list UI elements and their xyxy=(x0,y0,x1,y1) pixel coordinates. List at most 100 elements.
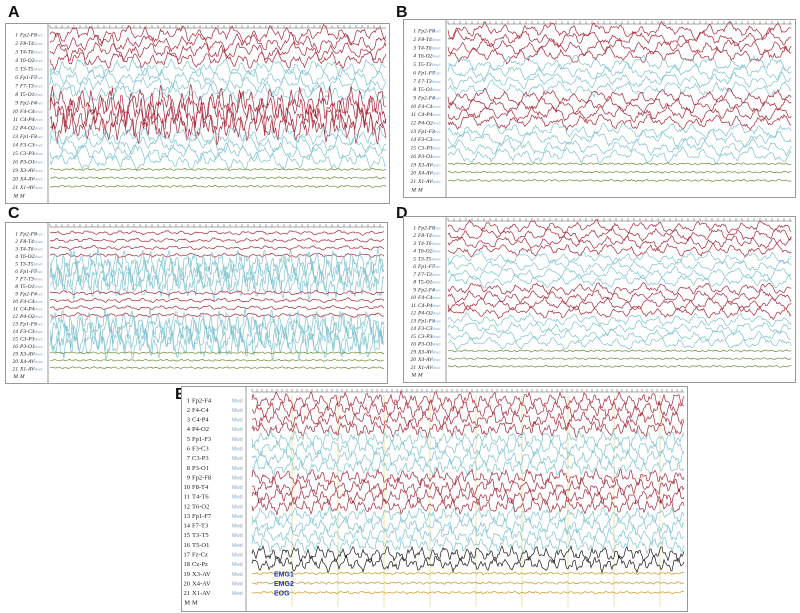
eeg-trace xyxy=(447,96,792,115)
channel-label: T4-T6 xyxy=(20,49,34,56)
channel-label: Fp2-F4 xyxy=(19,99,37,106)
channel-number: 19 xyxy=(13,351,19,357)
channel-unit-label: Mwd xyxy=(432,264,440,269)
channel-number: 20 xyxy=(184,580,191,587)
aux-channel-tag: EMG2 xyxy=(274,581,294,588)
channel-label: Fp1-F3 xyxy=(192,436,211,443)
time-ruler xyxy=(447,218,792,222)
channel-unit-label: Mwd xyxy=(34,83,42,88)
channel-label: F7-T3 xyxy=(192,523,208,530)
channel-number: 2 xyxy=(15,41,18,47)
channel-label: P3-O1 xyxy=(417,154,433,160)
channel-label: P3-O1 xyxy=(19,159,35,165)
eeg-trace xyxy=(49,24,387,45)
eeg-panel-a: 1 Fp2-F8 Mwd 2 F8-T4 Mwd 3 T4-T6 Mwd 4 T6-O2 Mwd 5 T3… xyxy=(5,23,390,204)
channel-label: F3-C3 xyxy=(417,137,433,143)
channel-number: 1 xyxy=(187,397,190,404)
channel-label: Cz-Pz xyxy=(192,561,208,568)
channel-unit-label: Mwd xyxy=(34,344,42,349)
eeg-trace xyxy=(49,57,387,79)
channel-number: 8 xyxy=(15,284,18,290)
eeg-trace xyxy=(251,457,685,478)
channel-unit-label: Mwd xyxy=(432,318,440,323)
eeg-trace xyxy=(447,364,792,368)
channel-unit-label: Mwd xyxy=(34,239,42,244)
channel-number: 1 xyxy=(15,33,18,39)
eeg-trace xyxy=(49,261,385,293)
channel-unit-label: Mwd xyxy=(34,254,42,259)
eeg-trace xyxy=(251,515,685,536)
eeg-trace xyxy=(49,366,385,370)
channel-label: F8-T4 xyxy=(417,232,432,239)
channel-unit-label: Mwd xyxy=(34,291,42,296)
eeg-trace xyxy=(447,288,792,305)
channel-unit-label: Mwd xyxy=(432,29,440,34)
eeg-trace xyxy=(49,83,387,104)
channel-number: 11 xyxy=(13,117,18,123)
time-ruler xyxy=(447,21,792,25)
eeg-trace xyxy=(49,270,385,302)
channel-label: F7-T3 xyxy=(417,272,432,278)
eeg-trace xyxy=(447,20,792,40)
channel-label: X1-AV xyxy=(192,590,211,597)
channel-label: C3-P3 xyxy=(20,336,35,342)
channel-unit-label: Mwd xyxy=(432,79,440,84)
channel-unit-label: Mwd xyxy=(432,295,440,300)
channel-number: 11 xyxy=(13,306,18,312)
eeg-trace xyxy=(49,167,387,172)
channel-unit-label: Mwd xyxy=(34,185,42,190)
channel-label: Fp1-F3 xyxy=(417,318,435,324)
channel-label: X3-AV xyxy=(19,351,35,357)
channel-number: 3 xyxy=(412,241,416,247)
channel-unit-label: Mwd xyxy=(432,104,440,109)
channel-number: 13 xyxy=(411,318,417,324)
channel-unit-label: Mwd xyxy=(34,134,42,139)
channel-unit-label: Mwd xyxy=(232,514,243,520)
channel-label: F4-C4 xyxy=(192,407,209,414)
panel-b-letter: B xyxy=(396,4,408,21)
eeg-trace xyxy=(49,111,387,146)
channel-number: 12 xyxy=(411,311,417,317)
channel-label: Fz-Cz xyxy=(192,552,208,559)
channel-number: 19 xyxy=(411,162,417,168)
channel-unit-label: Mwd xyxy=(232,456,243,462)
channel-label: T4-T6 xyxy=(418,44,432,51)
channel-label: Fp2-F4 xyxy=(192,397,212,404)
channel-label: F8-T4 xyxy=(19,238,34,245)
eeg-trace xyxy=(447,312,792,327)
channel-number: 4 xyxy=(15,253,18,260)
channel-number: 8 xyxy=(413,280,416,286)
channel-unit-label: Mwd xyxy=(432,62,440,67)
channel-label: P3-O1 xyxy=(192,465,209,472)
channel-unit-label: Mwd xyxy=(232,591,243,597)
channel-number: 2 xyxy=(15,239,18,245)
eeg-trace xyxy=(251,496,685,516)
channel-unit-label: Mwd xyxy=(432,112,440,117)
eeg-trace xyxy=(251,448,685,468)
eeg-trace xyxy=(251,486,685,507)
channel-number: 21 xyxy=(411,179,417,185)
channel-number: 10 xyxy=(411,295,417,301)
channel-label: T6-O2 xyxy=(192,503,209,510)
eeg-trace xyxy=(447,282,792,296)
eeg-trace xyxy=(50,358,385,362)
channel-number: 15 xyxy=(184,532,191,539)
channel-number: 21 xyxy=(411,365,417,371)
channel-label: F3-C3 xyxy=(417,326,433,332)
time-ruler xyxy=(49,224,384,228)
channel-unit-label: Mwd xyxy=(432,280,440,285)
channel-number: 16 xyxy=(13,159,19,165)
panel-e-letter: E xyxy=(175,386,186,404)
channel-number: 19 xyxy=(13,168,19,174)
channel-label: T6-O2 xyxy=(20,58,35,64)
aux-channel-tag: EMG1 xyxy=(274,571,294,578)
channel-unit-label: Mwd xyxy=(432,357,440,362)
eeg-trace xyxy=(447,113,792,132)
channel-unit-label: Mwd xyxy=(232,475,243,481)
eeg-trace xyxy=(447,242,792,257)
channel-label: C4-P4 xyxy=(192,417,209,424)
channel-number: 8 xyxy=(15,92,18,98)
eeg-trace xyxy=(251,580,685,585)
channel-number: 13 xyxy=(13,321,19,327)
channel-unit-label: Mwd xyxy=(432,225,440,230)
